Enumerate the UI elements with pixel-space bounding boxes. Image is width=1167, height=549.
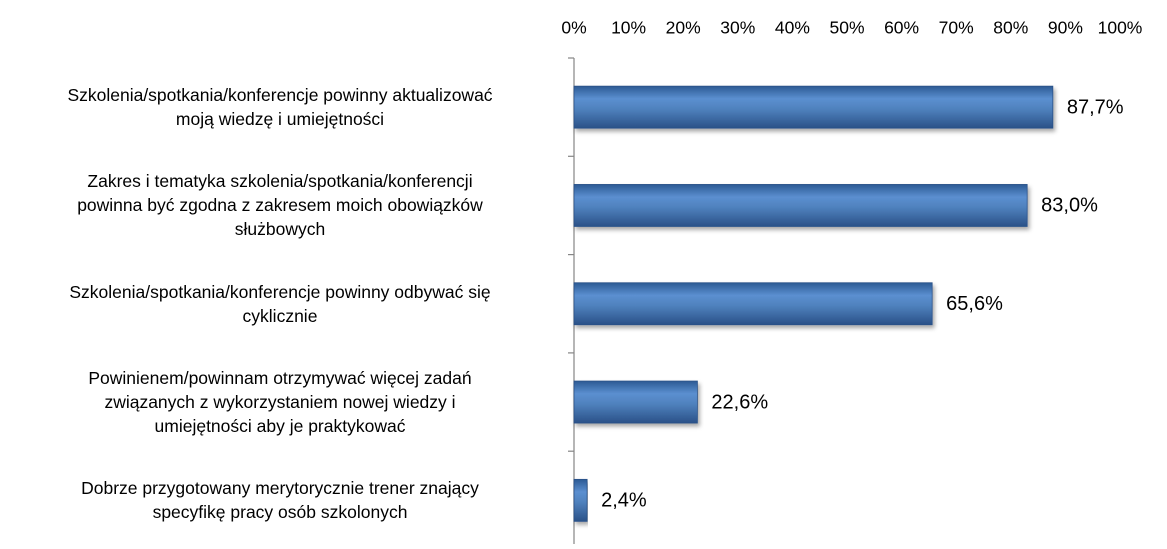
value-label: 83,0% — [1041, 195, 1098, 217]
bar — [573, 380, 698, 424]
x-tick-label: 100% — [1098, 18, 1143, 38]
bar — [573, 478, 588, 522]
bar — [573, 282, 933, 326]
x-tick-label: 40% — [775, 18, 810, 38]
x-tick-label: 80% — [993, 18, 1028, 38]
value-label: 2,4% — [601, 490, 647, 512]
bar — [573, 85, 1054, 129]
category-label: Szkolenia/spotkania/konferencje powinny … — [69, 281, 491, 326]
x-tick-label: 0% — [561, 18, 586, 38]
x-tick-label: 90% — [1048, 18, 1083, 38]
x-tick-label: 20% — [666, 18, 701, 38]
category-label: Powinienem/powinnam otrzymywać więcej za… — [88, 368, 472, 437]
bar — [573, 184, 1028, 227]
category-label: Zakres i tematyka szkolenia/spotkania/ko… — [77, 171, 483, 240]
x-tick-label: 50% — [829, 18, 864, 38]
value-label: 87,7% — [1067, 96, 1124, 118]
value-label: 65,6% — [946, 293, 1003, 315]
x-tick-label: 30% — [720, 18, 755, 38]
x-tick-label: 60% — [884, 18, 919, 38]
category-label: Dobrze przygotowany merytorycznie trener… — [81, 478, 479, 523]
x-tick-label: 10% — [611, 18, 646, 38]
x-tick-label: 70% — [939, 18, 974, 38]
value-label: 22,6% — [711, 391, 768, 413]
category-label: Szkolenia/spotkania/konferencje powinny … — [67, 85, 493, 130]
